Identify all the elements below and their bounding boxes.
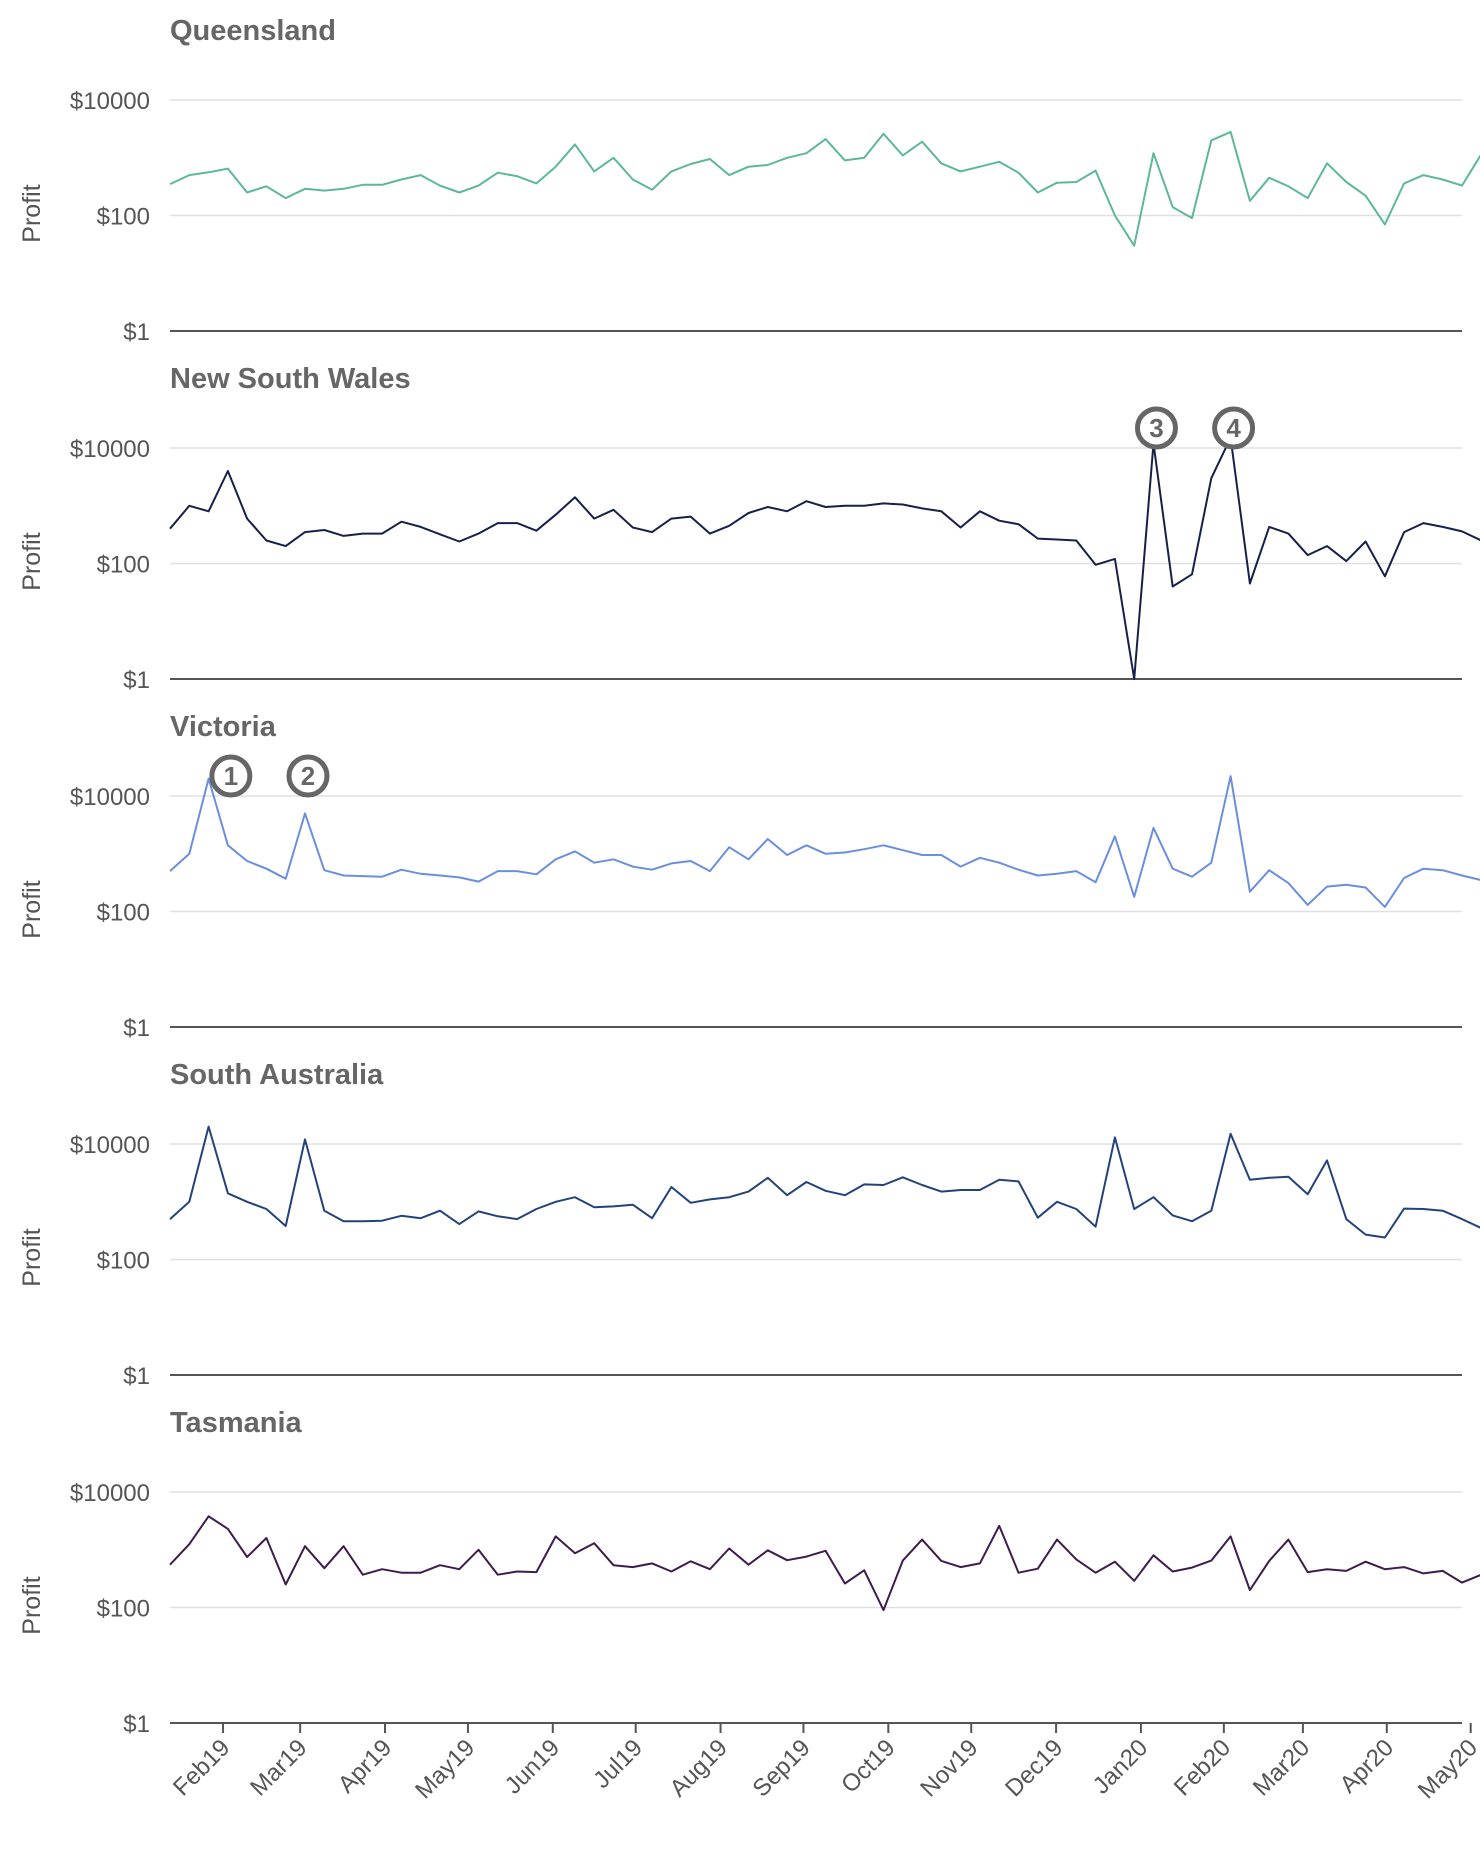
x-tick-label: Feb19 <box>168 1734 235 1801</box>
panel-title: New South Wales <box>170 363 411 395</box>
x-tick-label: Nov19 <box>915 1734 983 1802</box>
series-line-victoria <box>169 775 1480 908</box>
y-tick-label: $100 <box>97 552 150 579</box>
y-tick-label: $10000 <box>70 436 150 463</box>
annotation-marker <box>209 754 253 798</box>
y-tick-label: $1 <box>123 1711 150 1738</box>
x-tick-label: Oct19 <box>836 1734 900 1798</box>
y-tick-label: $1 <box>123 1015 150 1042</box>
series-line-queensland <box>169 130 1480 247</box>
panel-title: Queensland <box>170 15 336 47</box>
annotation-marker <box>286 754 330 798</box>
x-tick-label: Mar19 <box>245 1734 312 1801</box>
annotation-marker <box>1212 406 1256 450</box>
annotation-label: 4 <box>1226 413 1241 443</box>
y-tick-label: $100 <box>97 1596 150 1623</box>
y-axis-label: Profit <box>18 532 46 590</box>
x-tick-label: Apr20 <box>1335 1734 1399 1798</box>
y-tick-label: $10000 <box>70 1480 150 1507</box>
panel-title: Victoria <box>170 711 277 743</box>
y-axis-label: Profit <box>18 1228 46 1286</box>
series-line-tasmania <box>169 1515 1480 1612</box>
annotation-label: 3 <box>1149 413 1163 443</box>
annotation-label: 1 <box>224 761 238 791</box>
y-tick-label: $100 <box>97 1248 150 1275</box>
y-tick-label: $100 <box>97 900 150 927</box>
x-tick-label: Jul19 <box>588 1734 648 1794</box>
x-tick-label: Dec19 <box>1000 1734 1068 1802</box>
y-axis-label: Profit <box>18 1576 46 1634</box>
y-tick-label: $1 <box>123 1363 150 1390</box>
panel-title: Tasmania <box>170 1407 303 1439</box>
x-tick-label: Apr19 <box>333 1734 397 1798</box>
y-axis-label: Profit <box>18 184 46 242</box>
y-tick-label: $10000 <box>70 88 150 115</box>
annotation-marker <box>1134 406 1178 450</box>
x-tick-label: May19 <box>410 1734 480 1804</box>
x-tick-label: Sep19 <box>748 1734 816 1802</box>
y-tick-label: $10000 <box>70 1132 150 1159</box>
y-tick-label: $10000 <box>70 784 150 811</box>
y-tick-label: $100 <box>97 204 150 231</box>
x-tick-label: May20 <box>1413 1734 1480 1804</box>
annotation-label: 2 <box>301 761 315 791</box>
y-axis-label: Profit <box>18 880 46 938</box>
x-tick-label: Mar20 <box>1248 1734 1315 1801</box>
y-tick-label: $1 <box>123 667 150 694</box>
x-tick-label: Feb20 <box>1169 1734 1236 1801</box>
y-tick-label: $1 <box>123 319 150 346</box>
panel-title: South Australia <box>170 1059 384 1091</box>
x-tick-label: Jun19 <box>500 1734 565 1799</box>
series-line-south-australia <box>169 1125 1480 1239</box>
series-line-new-south-wales <box>169 436 1480 680</box>
x-tick-label: Jan20 <box>1088 1734 1153 1799</box>
x-tick-label: Aug19 <box>665 1734 733 1802</box>
